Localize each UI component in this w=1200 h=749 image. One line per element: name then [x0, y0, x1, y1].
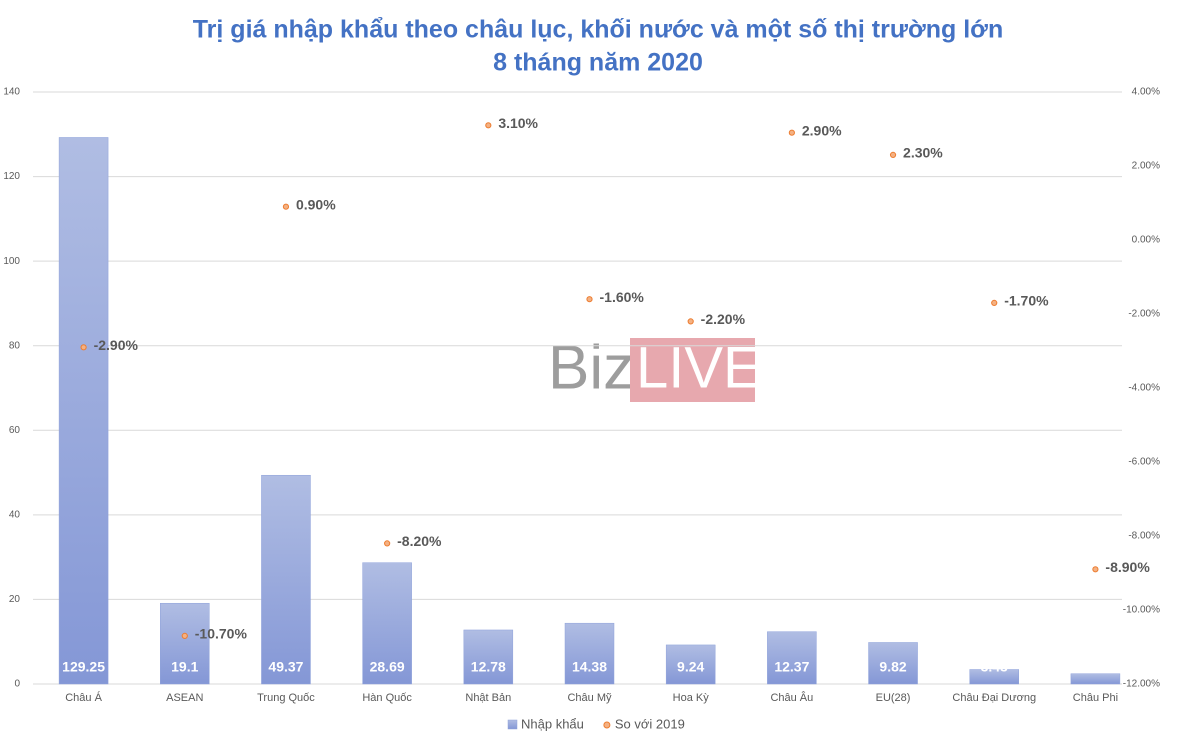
point-value-label: 2.30% [903, 145, 943, 161]
y2-tick-label: 4.00% [1132, 87, 1160, 98]
x-tick-label: Hoa Kỳ [673, 692, 710, 704]
point-value-label: 3.10% [498, 115, 538, 131]
y-tick-label: 20 [9, 594, 21, 605]
point [181, 632, 188, 640]
x-tick-label: Hàn Quốc [362, 692, 412, 704]
x-tick-label: Trung Quốc [257, 692, 315, 704]
y2-tick-label: -8.00% [1128, 531, 1160, 542]
bar-value-label: 49.37 [268, 659, 303, 675]
point [991, 299, 998, 306]
bar-value-label: 129.25 [62, 659, 105, 675]
y-tick-label: 120 [3, 171, 20, 182]
y2-tick-label: -2.00% [1128, 309, 1160, 320]
point [889, 151, 897, 158]
bar-value-label: 12.37 [774, 659, 809, 675]
legend-label: Nhập khẩu [521, 716, 584, 731]
x-tick-label: EU(28) [876, 692, 911, 704]
watermark: Biz LIVE [548, 333, 762, 402]
point-value-label: -10.70% [195, 626, 248, 642]
bar-value-label: 12.78 [471, 659, 506, 675]
x-tick-label: Châu Âu [770, 691, 813, 704]
point-value-label: -2.20% [701, 311, 746, 327]
x-tick-label: Châu Phi [1073, 692, 1118, 704]
point-value-label: -1.70% [1004, 293, 1049, 309]
point [282, 203, 290, 210]
point-value-label: -8.90% [1105, 559, 1150, 575]
bar-value-label: 28.69 [370, 659, 405, 675]
y-tick-label: 100 [3, 256, 20, 267]
bar [665, 644, 716, 685]
x-tick-label: Châu Đại Dương [952, 692, 1036, 704]
bar-value-label: 9.24 [677, 659, 704, 675]
chart-subtitle: 8 tháng năm 2020 [493, 49, 703, 77]
bar-value-label: 2.43 [1082, 659, 1109, 675]
watermark-left: Biz [548, 333, 634, 402]
point-value-label: -1.60% [600, 289, 645, 305]
bar [767, 631, 817, 685]
bar-value-label: 3.43 [981, 659, 1008, 675]
y-tick-label: 80 [9, 340, 21, 351]
point-value-label: -8.20% [397, 533, 442, 549]
y-tick-label: 140 [3, 87, 20, 98]
y2-tick-label: -6.00% [1128, 457, 1160, 468]
bar-value-label: 14.38 [572, 659, 607, 675]
bar [160, 602, 210, 685]
legend-swatch [507, 719, 518, 730]
bar [261, 474, 311, 685]
bar [868, 642, 918, 685]
legend-swatch [603, 721, 611, 729]
bar-value-label: 19.1 [171, 659, 198, 675]
bar [1070, 673, 1121, 685]
y2-tick-label: 0.00% [1132, 235, 1160, 246]
watermark-right: LIVE [636, 335, 762, 400]
point [384, 540, 391, 547]
chart-title: Trị giá nhập khẩu theo châu lục, khối nư… [193, 16, 1003, 44]
legend-label: So với 2019 [615, 716, 685, 731]
y-tick-label: 40 [9, 509, 21, 520]
x-tick-label: Nhật Bản [465, 692, 511, 704]
point [1092, 566, 1099, 573]
y-tick-label: 0 [14, 679, 20, 690]
bar [58, 137, 109, 685]
point-value-label: -2.90% [94, 337, 139, 353]
watermark-box [630, 338, 755, 402]
point [485, 122, 492, 129]
bar [463, 629, 514, 685]
bar [362, 562, 412, 685]
bar-value-label: 9.82 [879, 659, 906, 675]
y-tick-label: 60 [9, 425, 21, 436]
x-tick-label: ASEAN [166, 692, 203, 704]
x-tick-label: Châu Á [65, 691, 102, 704]
point [788, 129, 795, 136]
point [80, 344, 87, 351]
y2-tick-label: -4.00% [1128, 383, 1160, 394]
bar [969, 669, 1019, 685]
bar [564, 622, 615, 685]
point [687, 318, 694, 325]
y2-tick-label: -10.00% [1123, 605, 1160, 616]
y2-tick-label: 2.00% [1132, 161, 1160, 172]
y2-tick-label: -12.00% [1123, 679, 1160, 690]
point-value-label: 0.90% [296, 196, 336, 212]
point [586, 296, 593, 303]
x-tick-label: Châu Mỹ [567, 692, 612, 704]
point-value-label: 2.90% [802, 122, 842, 138]
